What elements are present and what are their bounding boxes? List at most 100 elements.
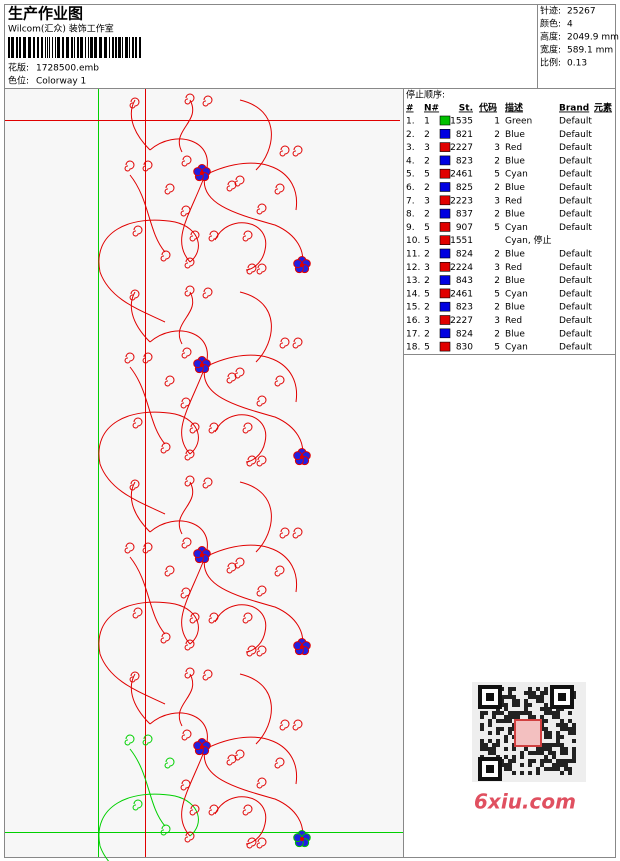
swirl — [189, 230, 200, 242]
qr-cell — [536, 751, 540, 755]
cell-n: 5 — [424, 170, 430, 180]
cell-num: 15. — [406, 303, 420, 313]
qr-cell — [540, 763, 544, 767]
qr-cell — [508, 715, 512, 719]
qr-cell — [568, 711, 572, 715]
swirl — [132, 799, 143, 811]
swirl — [164, 183, 175, 195]
bar — [90, 37, 93, 58]
swirl — [208, 422, 219, 434]
qr-cell — [496, 727, 500, 731]
bar — [77, 37, 79, 58]
stitch — [130, 291, 151, 343]
stitch — [178, 291, 194, 345]
swirl — [180, 779, 191, 791]
petal — [293, 451, 303, 461]
cell-brand: Default — [559, 316, 592, 326]
cell-num: 10. — [406, 236, 420, 246]
column-header: N# — [424, 104, 439, 114]
bar — [71, 37, 73, 58]
flower-center — [200, 363, 204, 367]
cell-code: 2 — [494, 250, 500, 260]
qr-cell — [480, 723, 484, 727]
flower — [293, 256, 311, 274]
swirl — [242, 422, 253, 434]
swirl — [164, 565, 175, 577]
table-title: 停止顺序: — [406, 89, 445, 101]
stitch — [181, 556, 206, 645]
qr-cell — [504, 719, 508, 723]
swirl — [246, 263, 257, 275]
qr-cell — [528, 687, 532, 691]
qr-cell — [544, 727, 548, 731]
swirl — [274, 375, 285, 387]
qr-cell — [480, 727, 484, 731]
stitch — [129, 748, 166, 827]
swirl — [142, 160, 153, 172]
swirl — [292, 527, 303, 539]
cell-code: 2 — [494, 210, 500, 220]
design-file: 1728500.emb — [36, 64, 99, 74]
qr-cell — [564, 759, 568, 763]
bar — [47, 37, 48, 58]
cell-code: 5 — [494, 223, 500, 233]
bar — [99, 37, 102, 58]
qr-cell — [540, 695, 544, 699]
bar — [19, 37, 21, 58]
qr-cell — [532, 751, 536, 755]
bar — [104, 37, 107, 58]
swirl — [132, 607, 143, 619]
qr-cell — [508, 691, 512, 695]
embroidery-design — [5, 89, 403, 861]
swirl — [256, 837, 267, 849]
cell-code: 3 — [494, 143, 500, 153]
design-area — [5, 89, 403, 857]
qr-cell — [560, 735, 564, 739]
qr-cell — [488, 723, 492, 727]
qr-cell — [564, 751, 568, 755]
qr-cell — [512, 715, 516, 719]
qr-cell — [556, 767, 560, 771]
cell-n: 2 — [424, 183, 430, 193]
qr-cell — [496, 731, 500, 735]
cell-num: 13. — [406, 276, 420, 286]
bar — [118, 37, 121, 58]
swirl — [180, 205, 191, 217]
cell-num: 16. — [406, 316, 420, 326]
qr-cell — [504, 707, 508, 711]
qr-cell — [492, 743, 496, 747]
qr-cell — [496, 743, 500, 747]
cell-desc: Red — [505, 263, 522, 273]
qr-cell — [540, 715, 544, 719]
bar — [37, 37, 39, 58]
stitch — [181, 748, 206, 837]
qr-cell — [528, 711, 532, 715]
qr-cell — [508, 687, 512, 691]
swirl — [142, 542, 153, 554]
qr-cell — [524, 703, 528, 707]
qr-cell — [560, 751, 564, 755]
cell-st: 824 — [456, 329, 473, 339]
cell-brand: Default — [559, 210, 592, 220]
qr-cell — [528, 771, 532, 775]
flower — [193, 546, 211, 564]
petal — [193, 359, 203, 369]
stitch — [204, 544, 298, 593]
qr-cell — [544, 759, 548, 763]
color-swatch — [439, 275, 451, 285]
qr-cell — [548, 767, 552, 771]
stitch — [239, 673, 272, 745]
swirl — [184, 449, 195, 461]
column-header: # — [406, 104, 414, 114]
info-value: 4 — [567, 20, 573, 30]
qr-cell — [548, 711, 552, 715]
cell-brand: Default — [559, 276, 592, 286]
cell-num: 14. — [406, 289, 420, 299]
cell-code: 5 — [494, 343, 500, 353]
qr-cell — [568, 767, 572, 771]
petal — [193, 741, 203, 751]
bar — [33, 37, 35, 58]
qr-cell — [500, 711, 504, 715]
swirl — [202, 95, 213, 107]
swirl — [124, 542, 135, 554]
